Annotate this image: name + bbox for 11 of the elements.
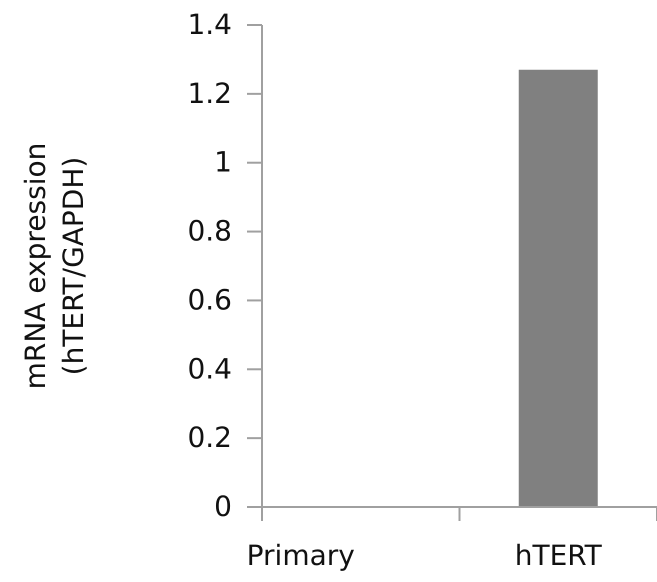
y-tick-label: 0 xyxy=(214,490,232,523)
x-tick-label: hTERT xyxy=(514,539,603,572)
y-axis-title: mRNA expression (hTERT/GAPDH) xyxy=(19,142,90,390)
x-tick-label: Primary xyxy=(246,539,355,572)
y-tick-label: 1 xyxy=(214,146,232,179)
y-tick-label: 0.2 xyxy=(187,421,232,454)
y-tick-label: 0.6 xyxy=(187,283,232,316)
y-tick-label: 1.4 xyxy=(187,8,232,41)
y-tick-label: 1.2 xyxy=(187,76,232,110)
y-tick-label: 0.8 xyxy=(187,214,232,248)
y-tick-label: 0.4 xyxy=(187,352,232,386)
